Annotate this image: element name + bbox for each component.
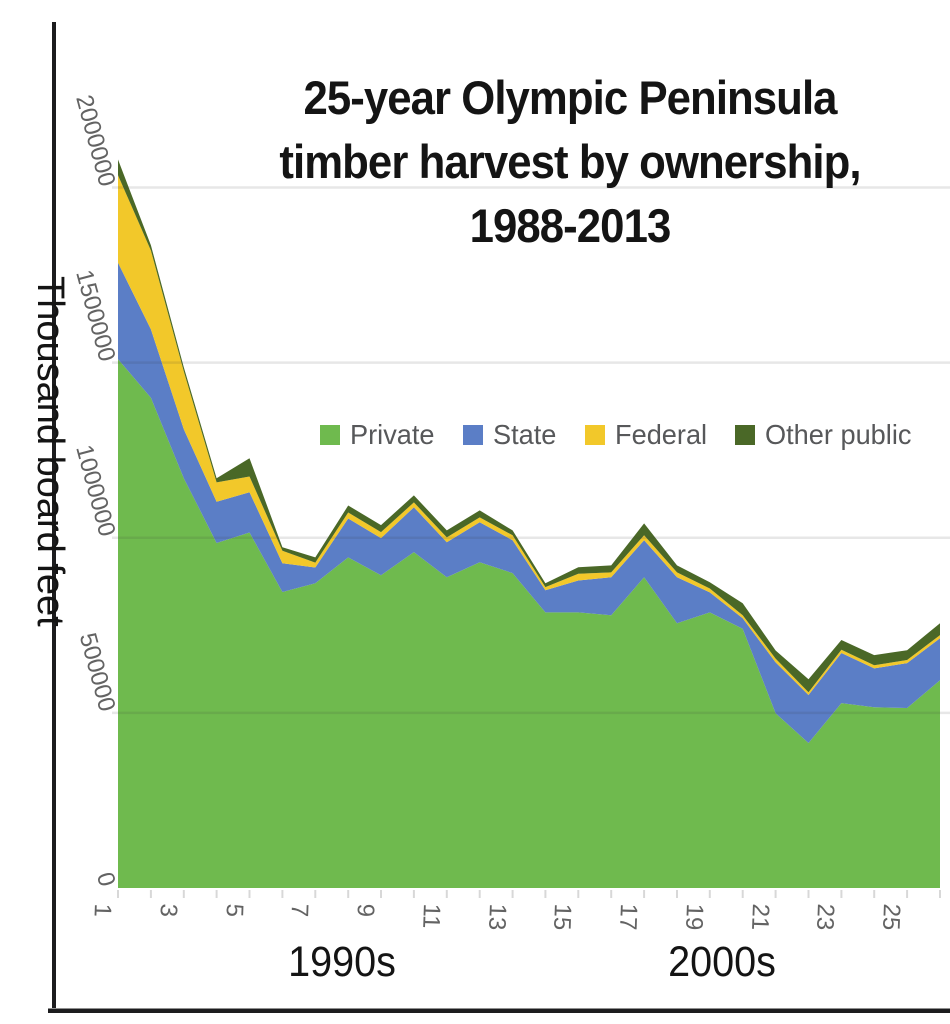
x-tick-label-25: 25 xyxy=(877,903,906,931)
x-tick-label-9: 9 xyxy=(351,903,380,918)
y-axis-title: Thousand board feet xyxy=(29,276,71,627)
x-tick-label-11: 11 xyxy=(416,903,445,929)
legend-label: Other public xyxy=(765,419,912,450)
frame-left-border xyxy=(52,22,56,1012)
area-series-state xyxy=(118,262,940,743)
legend-swatch-icon xyxy=(584,425,605,445)
decade-label-2000s: 2000s xyxy=(668,938,776,986)
x-tick-label-7: 7 xyxy=(285,903,314,918)
x-tick-label-19: 19 xyxy=(679,903,708,931)
frame-bottom-border xyxy=(48,1008,950,1013)
legend-item-state: State xyxy=(463,419,558,450)
legend-item-private: Private xyxy=(320,419,437,450)
x-tick-label-17: 17 xyxy=(614,903,643,931)
legend-label: Federal xyxy=(614,419,707,450)
x-tick-label-1: 1 xyxy=(88,903,116,918)
legend: Private State Federal Other public xyxy=(320,419,916,450)
chart-title: 25-year Olympic Peninsula timber harvest… xyxy=(231,66,910,258)
legend-label: Private xyxy=(350,419,435,450)
x-tick-label-23: 23 xyxy=(811,903,840,931)
area-series-private xyxy=(118,359,940,889)
legend-swatch-icon xyxy=(463,425,484,445)
decade-label-1990s: 1990s xyxy=(288,938,396,986)
legend-item-federal: Federal xyxy=(584,419,710,450)
legend-label: State xyxy=(493,419,557,450)
x-tick-label-5: 5 xyxy=(220,903,248,918)
chart-title-line-2: timber harvest by ownership, xyxy=(279,135,861,188)
x-tick-label-3: 3 xyxy=(154,903,182,918)
chart-title-line-1: 25-year Olympic Peninsula xyxy=(303,71,837,124)
x-tick-label-15: 15 xyxy=(548,903,577,931)
legend-swatch-icon xyxy=(320,425,340,445)
legend-swatch-icon xyxy=(735,425,756,445)
x-tick-label-13: 13 xyxy=(482,903,511,931)
legend-item-other-public: Other public xyxy=(735,419,916,450)
chart-title-line-3: 1988-2013 xyxy=(469,199,672,252)
x-tick-label-21: 21 xyxy=(745,903,774,931)
